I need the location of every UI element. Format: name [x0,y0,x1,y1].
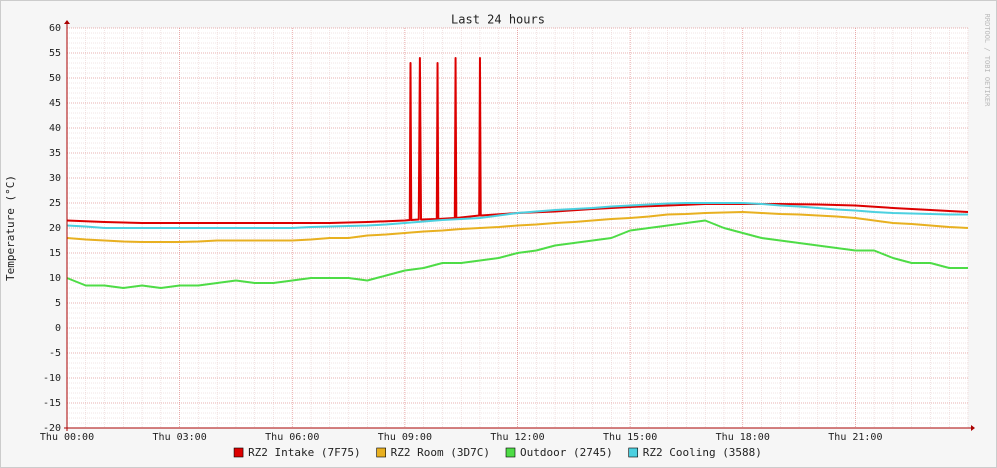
grid [66,27,969,429]
x-tick-label: Thu 12:00 [490,432,544,443]
y-axis-label: Temperature (°C) [4,175,17,281]
legend-swatch [233,447,244,458]
y-tick-label: 55 [49,48,61,59]
x-tick-label: Thu 06:00 [265,432,319,443]
y-tick-label: 45 [49,98,61,109]
y-tick-label: 10 [49,273,61,284]
y-tick-label: -10 [43,373,61,384]
lines [66,57,969,289]
axes: -20 -15 -10 -5 0 5 10 15 20 25 30 35 40 45 50 55 60 Thu 0… [40,20,975,443]
y-tick-label: 60 [49,23,61,34]
legend-label: RZ2 Room (3D7C) [391,446,490,459]
series-line [66,202,968,229]
x-tick-label: Thu 21:00 [828,432,882,443]
y-tick-label: -5 [49,348,61,359]
legend-swatch [376,447,386,458]
watermark: RRDTOOL / TOBI OETIKER [983,14,991,108]
y-tick-label: -20 [43,423,61,434]
y-tick-label: 20 [49,223,61,234]
series-line [66,219,968,289]
legend-label: RZ2 Cooling (3588) [643,446,762,459]
y-tick-label: 40 [49,123,61,134]
x-tick-label: Thu 15:00 [603,432,657,443]
legend: RZ2 Intake (7F75) RZ2 Room (3D7C) Outdoor … [233,446,762,459]
y-tick-label: -15 [43,398,61,409]
legend-label: RZ2 Intake (7F75) [248,446,361,459]
legend-item: RZ2 Intake (7F75) [233,446,361,459]
y-axis-arrow [64,20,70,24]
y-tick-label: 5 [55,298,61,309]
x-tick-label: Thu 00:00 [40,432,94,443]
series-line [66,211,969,243]
legend-item: RZ2 Cooling (3588) [628,446,762,459]
x-tick-label: Thu 18:00 [716,432,770,443]
y-tick-label: 50 [49,73,61,84]
legend-swatch [628,447,639,458]
x-tick-label: Thu 03:00 [153,432,207,443]
chart-title: Last 24 hours [451,13,545,27]
y-tick-label: 30 [49,173,61,184]
legend-swatch [505,447,516,458]
legend-item: Outdoor (2745) [505,446,613,459]
y-tick-label: 15 [49,248,61,259]
y-tick-label: 0 [55,323,61,334]
legend-label: Outdoor (2745) [520,446,613,459]
y-tick-label: 25 [49,198,61,209]
x-tick-label: Thu 09:00 [378,432,432,443]
x-axis-arrow [971,425,975,431]
legend-item: RZ2 Room (3D7C) [376,446,490,459]
y-tick-label: 35 [49,148,61,159]
